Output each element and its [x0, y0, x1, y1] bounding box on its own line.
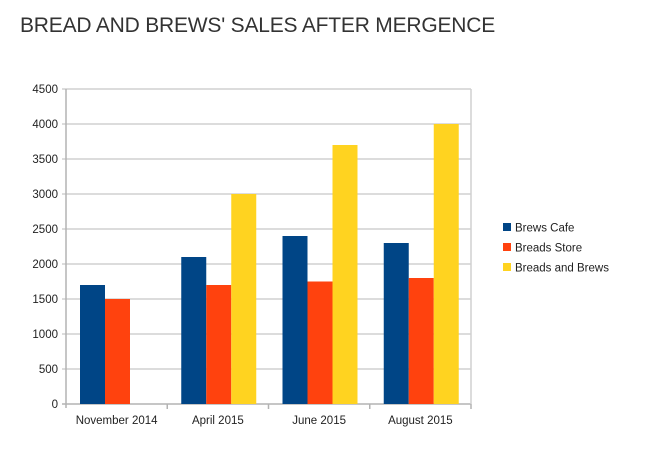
- y-tick-label: 0: [52, 399, 58, 411]
- y-tick-label: 1000: [32, 329, 58, 341]
- legend-label: Brews Cafe: [515, 223, 574, 235]
- bar-brews-cafe: [80, 285, 105, 404]
- y-tick-label: 3000: [32, 189, 58, 201]
- bar-breads-store: [408, 278, 434, 404]
- legend-swatch: [503, 243, 511, 251]
- y-tick-label: 500: [39, 364, 58, 376]
- y-tick-label: 3500: [32, 154, 58, 166]
- x-tick-label: August 2015: [388, 415, 453, 427]
- bar-brews-cafe: [383, 243, 409, 404]
- x-tick-label: November 2014: [76, 415, 158, 427]
- legend-swatch: [503, 263, 511, 271]
- y-tick-label: 2500: [32, 224, 58, 236]
- bar-breads-and-brews: [332, 145, 358, 404]
- legend-label: Breads Store: [515, 243, 582, 255]
- bar-breads-and-brews: [433, 124, 459, 404]
- bar-breads-store: [105, 299, 130, 404]
- bar-breads-and-brews: [231, 194, 257, 404]
- x-tick-label: April 2015: [192, 415, 244, 427]
- chart-title: BREAD AND BREWS' SALES AFTER MERGENCE: [20, 14, 496, 37]
- y-tick-label: 1500: [32, 294, 58, 306]
- bar-breads-store: [206, 285, 232, 404]
- bar-breads-store: [307, 281, 333, 404]
- bar-brews-cafe: [282, 236, 308, 404]
- x-tick-label: June 2015: [292, 415, 346, 427]
- y-tick-label: 4500: [32, 84, 58, 96]
- legend-label: Breads and Brews: [515, 263, 609, 275]
- y-tick-label: 4000: [32, 119, 58, 131]
- legend-swatch: [503, 223, 511, 231]
- bar-brews-cafe: [181, 257, 207, 404]
- y-tick-label: 2000: [32, 259, 58, 271]
